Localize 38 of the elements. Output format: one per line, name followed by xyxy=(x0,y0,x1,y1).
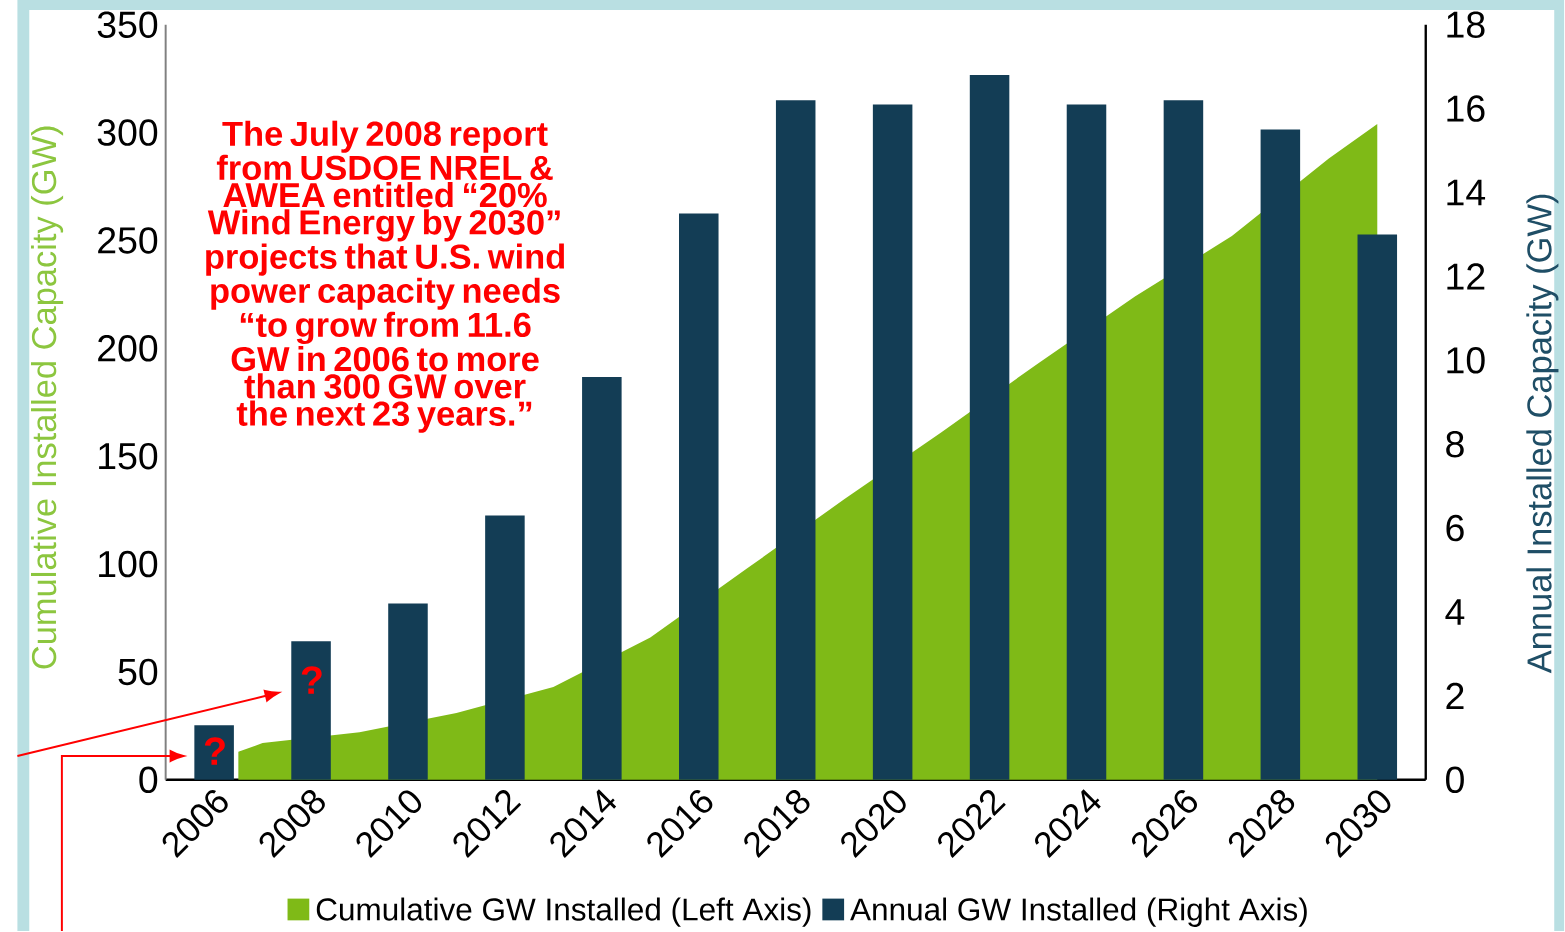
bar xyxy=(1163,100,1204,780)
y-tick-label: 50 xyxy=(118,658,158,686)
y2-tick-label: 18 xyxy=(1447,11,1485,38)
bar xyxy=(1066,104,1107,780)
y2-tick-label: 8 xyxy=(1446,430,1464,458)
y-tick-label: 350 xyxy=(97,11,158,38)
bar xyxy=(679,213,719,780)
bar xyxy=(388,603,428,780)
y-tick-label: 300 xyxy=(97,119,158,146)
legend-label: Annual GW Installed (Right Axis) xyxy=(850,897,1307,927)
y2-axis-title: Annual Installed Capacity (GW) xyxy=(1526,194,1559,674)
text: The July 2008 report from USDOE NREL & AWEA entitled “20% Wind Energy by 2030” projects that U.S. wind power capacity needs “to grow from 11.6 GW in 2006 to more than 300 GW over the next 23 years.” xyxy=(206,120,564,433)
bar xyxy=(194,725,234,780)
bar xyxy=(582,377,622,780)
bar xyxy=(291,641,331,780)
bar xyxy=(1260,129,1301,780)
y2-tick-label: 2 xyxy=(1446,682,1464,709)
y2-tick-label: 4 xyxy=(1445,599,1465,625)
bar xyxy=(485,515,525,780)
y-tick-label: 250 xyxy=(98,227,158,254)
y2-tick-label: 6 xyxy=(1446,514,1464,542)
y2-tick-label: 16 xyxy=(1447,95,1485,122)
legend-label: Cumulative GW Installed (Left Axis) xyxy=(316,897,811,927)
y2-tick-label: 14 xyxy=(1447,179,1486,206)
y2-tick-label: 12 xyxy=(1447,263,1485,290)
annotation: ? xyxy=(301,666,322,694)
y-axis-title: Cumulative Installed Capacity (GW) xyxy=(30,126,64,669)
annotation: ? xyxy=(204,737,225,765)
bar xyxy=(1357,234,1398,780)
y2-tick-label: 0 xyxy=(1446,766,1464,794)
bar xyxy=(775,100,816,780)
bar xyxy=(872,104,913,780)
y-tick-label: 100 xyxy=(99,550,158,578)
y-tick-label: 200 xyxy=(98,335,158,362)
y-tick-label: 150 xyxy=(99,442,158,470)
y-tick-label: 0 xyxy=(139,766,158,794)
y2-tick-label: 10 xyxy=(1447,347,1485,374)
bar xyxy=(969,75,1010,780)
